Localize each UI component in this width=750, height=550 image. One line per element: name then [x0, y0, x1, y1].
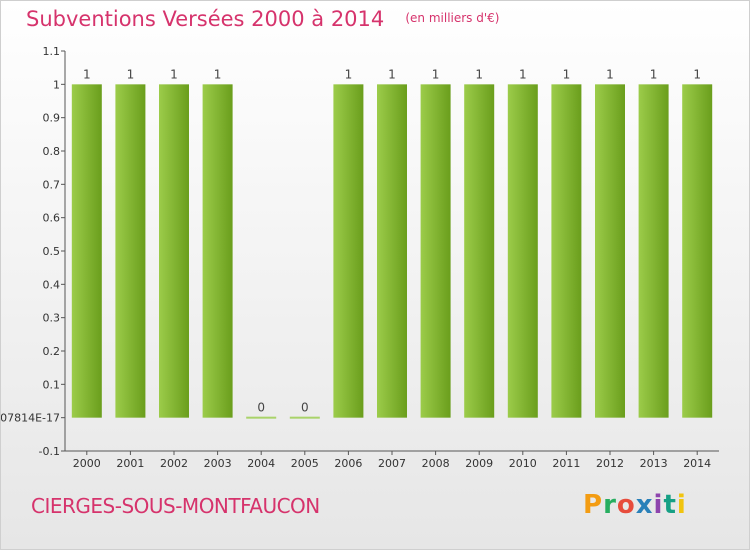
y-tick-label: 0.6 — [43, 212, 61, 225]
x-tick-label: 2013 — [640, 457, 668, 470]
data-label: 1 — [606, 67, 614, 81]
y-tick-label: 0.3 — [43, 312, 61, 325]
chart-subtitle: (en milliers d'€) — [405, 11, 500, 25]
x-tick-label: 2012 — [596, 457, 624, 470]
x-tick-label: 2014 — [683, 457, 711, 470]
data-label: 1 — [432, 67, 440, 81]
data-label: 1 — [170, 67, 178, 81]
x-tick-label: 2006 — [334, 457, 362, 470]
data-label: 0 — [257, 401, 265, 415]
y-tick-label: 0.8 — [43, 145, 61, 158]
x-tick-label: 2007 — [378, 457, 406, 470]
bar — [638, 84, 669, 418]
data-label: 0 — [301, 401, 309, 415]
bar — [377, 84, 407, 418]
bar — [333, 84, 364, 418]
y-tick-label: 0.1 — [43, 378, 61, 391]
x-tick-label: 2003 — [204, 457, 232, 470]
bar — [507, 84, 538, 418]
y-tick-label: 0.5 — [43, 245, 61, 258]
y-tick-label: -0.1 — [39, 445, 60, 458]
bar — [202, 84, 233, 418]
x-tick-label: 2000 — [73, 457, 101, 470]
data-label: 1 — [214, 67, 222, 81]
bar — [289, 416, 320, 419]
bar — [420, 84, 451, 418]
x-tick-label: 2004 — [247, 457, 275, 470]
data-label: 1 — [83, 67, 91, 81]
y-tick-label: -1.3877787807814E-17 — [1, 412, 60, 425]
data-label: 1 — [345, 67, 353, 81]
data-label: 1 — [563, 67, 571, 81]
y-tick-label: 0.7 — [43, 178, 61, 191]
bar — [551, 84, 582, 418]
chart-title: Subventions Versées 2000 à 2014 — [26, 7, 385, 31]
x-tick-label: 2005 — [291, 457, 319, 470]
x-tick-label: 2009 — [465, 457, 493, 470]
bar — [682, 84, 713, 418]
bar — [159, 84, 189, 418]
x-tick-label: 2002 — [160, 457, 188, 470]
brand-logo[interactable]: Proxiti — [583, 490, 687, 520]
y-tick-label: 0.2 — [43, 345, 61, 358]
data-label: 1 — [388, 67, 396, 81]
y-tick-label: 0.4 — [43, 278, 61, 291]
y-tick-label: 0.9 — [43, 112, 61, 125]
x-tick-label: 2008 — [422, 457, 450, 470]
data-label: 1 — [127, 67, 135, 81]
y-tick-label: 1.1 — [43, 45, 61, 58]
x-tick-label: 2011 — [552, 457, 580, 470]
data-label: 1 — [693, 67, 701, 81]
data-label: 1 — [650, 67, 658, 81]
data-label: 1 — [519, 67, 527, 81]
bar — [595, 84, 625, 418]
commune-name: CIERGES-SOUS-MONTFAUCON — [31, 494, 320, 518]
y-tick-label: 1 — [53, 78, 60, 91]
bar — [115, 84, 146, 418]
x-tick-label: 2001 — [116, 457, 144, 470]
title-row: Subventions Versées 2000 à 2014 (en mill… — [26, 7, 499, 31]
bar — [71, 84, 102, 418]
bar — [246, 416, 277, 419]
bar — [464, 84, 495, 418]
x-tick-label: 2010 — [509, 457, 537, 470]
data-label: 1 — [475, 67, 483, 81]
